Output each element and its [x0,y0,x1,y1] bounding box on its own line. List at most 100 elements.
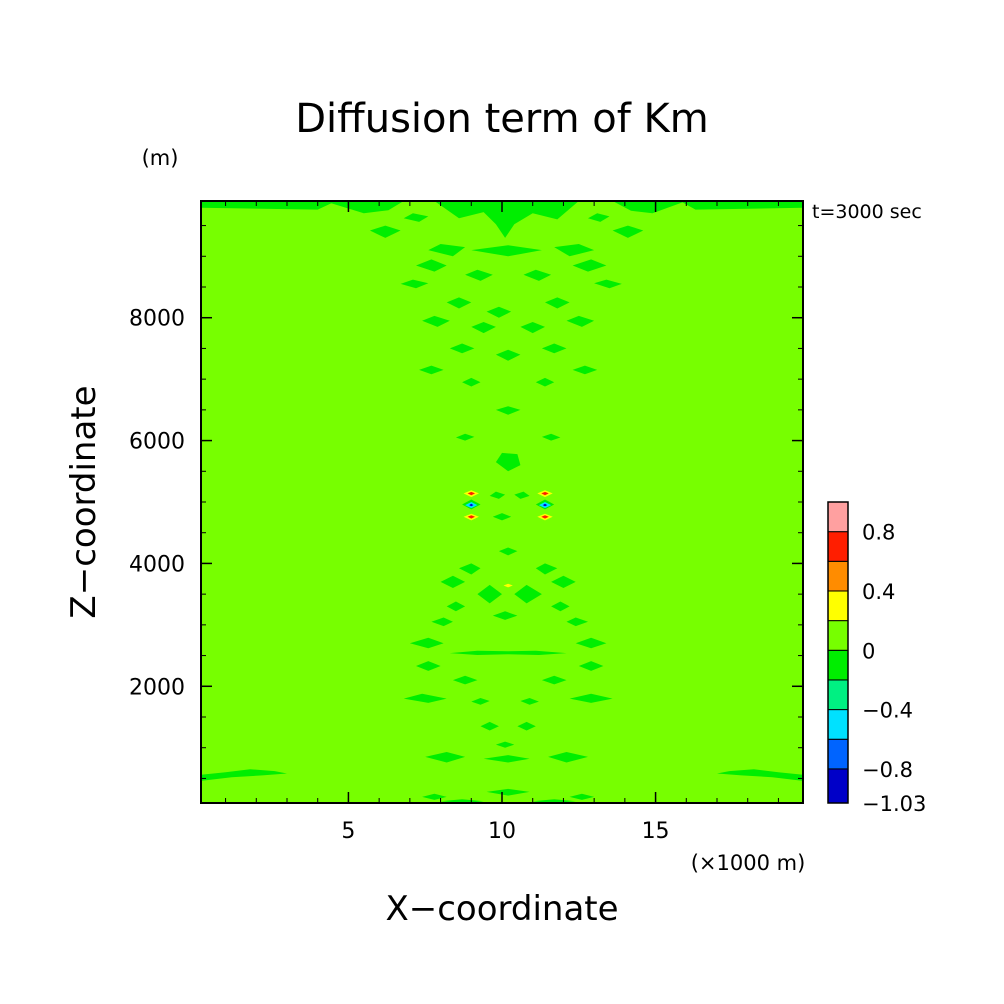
contour-region-33 [455,433,475,441]
colorbar-boxes [827,501,849,804]
x-tick-label: 15 [642,819,670,844]
contour-region-39 [498,547,518,556]
contour-region-43 [551,575,576,588]
contour-region-59 [569,693,613,703]
contour-region-13 [572,259,607,272]
contour-region-41 [535,563,558,575]
contour-region-4 [612,201,687,214]
time-label: t=3000 sec [812,201,922,223]
colorbar-box [827,531,849,562]
contour-region-80 [541,491,549,496]
contour-region-66 [548,752,588,763]
contour-region-30 [462,377,481,387]
y-tick-label: 2000 [129,675,185,700]
contour-region-62 [480,721,499,731]
contour-region-37 [514,491,530,499]
y-axis-label: Z−coordinate [64,385,104,618]
contour-region-55 [578,661,604,671]
contour-region-31 [535,377,555,387]
colorbar-box [827,679,849,711]
contour-region-56 [452,675,478,685]
colorbar-label: 0.4 [862,580,895,604]
contour-region-12 [416,259,447,272]
contour-region-52 [575,637,607,649]
plot-frame [200,200,804,804]
contour-region-61 [520,698,539,705]
contour-region-14 [400,279,429,289]
contour-region-27 [541,343,567,354]
contour-region-2 [434,201,579,238]
contour-region-0 [201,201,337,210]
contour-region-84 [542,503,548,507]
contour-region-45 [514,584,542,604]
x-tick-labels: 5 10 15 [341,819,669,844]
y-tick-label: 4000 [129,552,185,577]
contour-region-23 [471,322,496,334]
x-unit-label: (×1000 m) [691,851,806,875]
contour-region-32 [495,406,521,415]
colorbar-box [827,560,849,592]
contour-region-54 [416,661,441,671]
contour-region-25 [449,343,475,354]
y-unit-label: (m) [142,146,179,170]
major-ticks [201,201,803,803]
chart-title: Diffusion term of Km [295,96,709,142]
colorbar-box [827,501,849,533]
contour-region-44 [477,584,502,604]
contour-region-68 [201,769,287,781]
x-axis-label: X−coordinate [385,889,618,929]
contour-region-11 [554,244,595,257]
colorbar-box [827,649,849,681]
x-tick-label: 5 [341,819,355,844]
colorbar-label: −1.03 [862,792,926,816]
colorbar-box [827,709,849,740]
colorbar-labels: 0.8 0.4 0 −0.4 −0.8 −1.03 [862,521,926,816]
y-tick-labels: 2000 4000 6000 8000 [129,307,185,701]
contour-region-24 [520,322,545,334]
contour-region-57 [541,675,567,685]
contour-region-28 [419,365,444,375]
contour-region-53 [449,650,567,655]
contour-region-3 [323,201,404,214]
contour-region-69 [717,769,803,781]
colorbar: 0.8 0.4 0 −0.4 −0.8 −1.03 [827,501,926,816]
contour-region-19 [545,297,570,309]
contour-region-86 [467,515,475,519]
contour-region-35 [495,452,521,472]
colorbar-frame [827,501,849,804]
contour-region-51 [409,637,444,649]
colorbar-box [827,738,849,770]
contour-region-46 [446,601,466,612]
contour-region-16 [465,269,493,281]
contour-region-22 [566,315,595,327]
contour-region-50 [566,617,588,627]
contour-region-63 [517,721,536,731]
contour-region-70 [486,788,530,796]
contour-region-82 [469,503,474,507]
contour-region-67 [483,755,530,763]
contour-region-15 [594,279,622,289]
contour-region-72 [569,793,595,800]
contour-region-78 [467,491,475,496]
contour-region-58 [403,693,447,703]
contour-region-29 [572,365,598,375]
colorbar-box [827,768,849,804]
contour-region-20 [486,306,512,318]
contour-region-10 [428,244,466,257]
contour-region-36 [489,491,506,499]
contour-region-42 [440,575,466,588]
contour-region-5 [369,225,401,238]
contour-region-26 [495,349,521,361]
y-tick-label: 8000 [129,307,185,332]
contour-region-60 [471,698,490,705]
contour-region-88 [541,515,549,519]
colorbar-label: −0.8 [862,758,913,782]
contour-region-34 [541,433,561,441]
colorbar-label: −0.4 [862,699,913,723]
contour-region-38 [492,513,512,521]
contour-region-48 [431,617,453,627]
contour-region-6 [612,225,644,238]
contour-region-65 [425,752,466,763]
colorbar-label: 0 [862,639,875,663]
